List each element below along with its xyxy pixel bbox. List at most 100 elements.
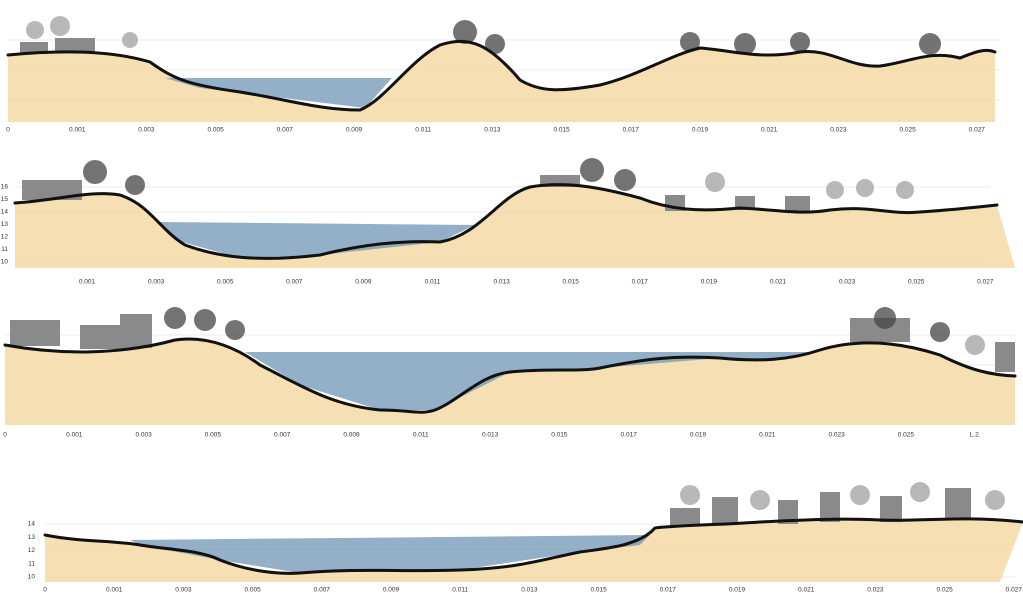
- x-tick-label: 0.015: [551, 432, 568, 439]
- tree: [734, 33, 756, 55]
- x-tick-label: 0.013: [493, 279, 510, 286]
- tree: [705, 172, 725, 192]
- x-tick-label: 0.021: [759, 432, 776, 439]
- x-tick-label: 0.027: [969, 127, 986, 134]
- x-tick-label: 0.021: [770, 279, 787, 286]
- x-tick-label: 0.015: [553, 127, 570, 134]
- x-tick-label: 0.017: [632, 279, 649, 286]
- y-tick-label: 10: [28, 574, 36, 581]
- x-tick-label: 0: [43, 587, 47, 594]
- tree: [790, 32, 810, 52]
- x-tick-label: 0.007: [277, 127, 294, 134]
- x-tick-label: 0.007: [286, 279, 303, 286]
- building: [10, 320, 60, 346]
- x-tick-label: 0.019: [690, 432, 707, 439]
- y-tick-label: 11: [28, 560, 35, 567]
- y-tick-label: 10: [1, 259, 9, 266]
- terrain: [8, 41, 995, 122]
- ground-line: [3, 337, 1017, 414]
- tree: [856, 179, 874, 197]
- x-tick-label: 0.003: [175, 587, 192, 594]
- y-tick-label: 16: [1, 184, 9, 191]
- x-tick-label: 0.009: [346, 127, 363, 134]
- x-tick-label: 0.003: [138, 127, 155, 134]
- x-tick-label: 0.025: [899, 127, 916, 134]
- tree: [83, 160, 107, 184]
- tree: [826, 181, 844, 199]
- tree: [930, 322, 950, 342]
- x-tick-label: 0.007: [314, 587, 331, 594]
- y-tick-label: 13: [1, 221, 9, 228]
- ground-line: [6, 39, 997, 112]
- x-tick-label: 0.013: [484, 127, 501, 134]
- y-tick-label: 14: [28, 521, 36, 528]
- y-tick-label: 14: [1, 209, 9, 216]
- tree: [910, 482, 930, 502]
- x-tick-label: 0.001: [106, 587, 123, 594]
- x-tick-label: 0.015: [590, 587, 607, 594]
- water: [245, 352, 810, 410]
- ground-line: [13, 183, 999, 260]
- x-tick-label: 0.011: [413, 432, 429, 439]
- x-tick-label: 0.011: [452, 587, 468, 594]
- x-tick-label: 0.001: [69, 127, 86, 134]
- building: [995, 342, 1015, 372]
- terrain: [15, 184, 1015, 268]
- tree: [164, 307, 186, 329]
- x-tick-label: 0.025: [908, 279, 925, 286]
- x-tick-label: 0.005: [217, 279, 234, 286]
- x-tick-label: 0.013: [482, 432, 499, 439]
- tree: [919, 33, 941, 55]
- x-tick-label: 0.027: [1006, 587, 1023, 594]
- building: [20, 42, 48, 54]
- x-tick-label: 0.023: [830, 127, 847, 134]
- x-tick-label: 0.009: [383, 587, 400, 594]
- y-tick-label: 15: [1, 196, 9, 203]
- x-tick-label: 0.019: [692, 127, 709, 134]
- x-tick-label: L.2.: [970, 432, 981, 439]
- terrain: [45, 518, 1023, 582]
- x-tick-label: 0.005: [244, 587, 261, 594]
- x-tick-label: 0.023: [828, 432, 845, 439]
- x-tick-label: 0.009: [355, 279, 372, 286]
- x-tick-label: 0.017: [660, 587, 677, 594]
- x-tick-label: 0.003: [148, 279, 165, 286]
- x-tick-label: 0.015: [563, 279, 580, 286]
- tree: [485, 34, 505, 54]
- x-tick-label: 0.017: [621, 432, 638, 439]
- tree: [580, 158, 604, 182]
- x-tick-label: 0.011: [425, 279, 441, 286]
- building: [670, 508, 700, 526]
- x-tick-label: 0.011: [415, 127, 431, 134]
- y-tick-label: 13: [28, 534, 36, 541]
- tree: [985, 490, 1005, 510]
- building: [820, 492, 840, 522]
- building: [22, 180, 82, 200]
- x-tick-label: 0.003: [135, 432, 152, 439]
- x-tick-label: 0.001: [79, 279, 96, 286]
- water: [165, 78, 392, 108]
- x-tick-label: 0.019: [729, 587, 746, 594]
- ground-line: [43, 517, 1023, 575]
- x-tick-label: 0: [3, 432, 7, 439]
- x-tick-label: 0: [6, 127, 10, 134]
- x-tick-label: 0.013: [521, 587, 538, 594]
- x-tick-label: 0.019: [701, 279, 718, 286]
- y-tick-label: 12: [1, 234, 9, 241]
- x-tick-label: 0.025: [898, 432, 915, 439]
- x-tick-label: 0.007: [274, 432, 291, 439]
- building: [880, 496, 902, 522]
- tree: [896, 181, 914, 199]
- terrain: [5, 339, 1015, 425]
- tree: [122, 32, 138, 48]
- tree: [614, 169, 636, 191]
- tree: [225, 320, 245, 340]
- water: [160, 222, 475, 258]
- section-2: [13, 158, 1015, 268]
- labels: 0 0.001 0.003 0.005 0.007 0.009 0.011 0.013 0.01…: [1, 127, 1023, 594]
- tree: [680, 485, 700, 505]
- tree: [125, 175, 145, 195]
- tree: [453, 20, 477, 44]
- building: [120, 314, 152, 348]
